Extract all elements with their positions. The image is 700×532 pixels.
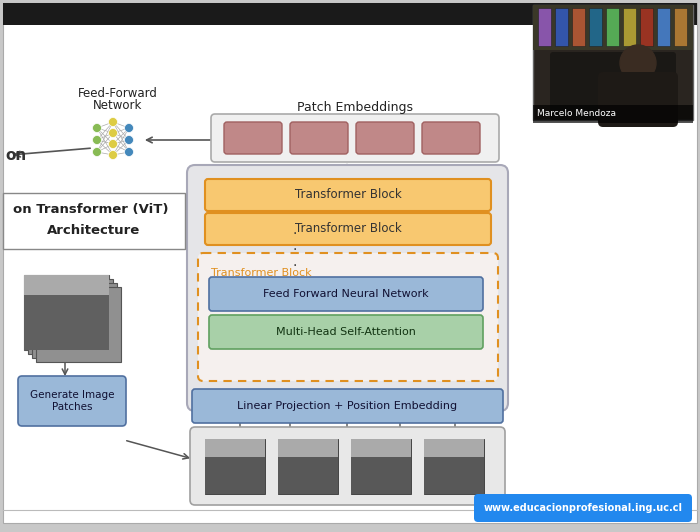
Text: Network: Network bbox=[93, 99, 143, 112]
FancyBboxPatch shape bbox=[211, 114, 499, 162]
Circle shape bbox=[108, 151, 118, 160]
FancyBboxPatch shape bbox=[424, 439, 484, 494]
FancyBboxPatch shape bbox=[424, 457, 484, 494]
Text: Feed-Forward: Feed-Forward bbox=[78, 87, 158, 100]
FancyBboxPatch shape bbox=[657, 8, 670, 46]
Circle shape bbox=[92, 147, 102, 156]
Circle shape bbox=[125, 123, 134, 132]
Text: Architecture: Architecture bbox=[48, 225, 141, 237]
FancyBboxPatch shape bbox=[224, 122, 282, 154]
FancyBboxPatch shape bbox=[28, 279, 113, 354]
FancyBboxPatch shape bbox=[3, 3, 697, 25]
FancyBboxPatch shape bbox=[192, 389, 503, 423]
Text: Multi-Head Self-Attention: Multi-Head Self-Attention bbox=[276, 327, 416, 337]
Text: ·
·
·: · · · bbox=[293, 227, 297, 273]
Text: on: on bbox=[5, 147, 27, 162]
FancyBboxPatch shape bbox=[198, 253, 498, 381]
Circle shape bbox=[92, 136, 102, 145]
FancyBboxPatch shape bbox=[205, 213, 491, 245]
Circle shape bbox=[125, 136, 134, 145]
FancyBboxPatch shape bbox=[278, 439, 338, 457]
FancyBboxPatch shape bbox=[205, 439, 265, 494]
FancyBboxPatch shape bbox=[623, 8, 636, 46]
FancyBboxPatch shape bbox=[205, 457, 265, 494]
FancyBboxPatch shape bbox=[422, 122, 480, 154]
FancyBboxPatch shape bbox=[598, 72, 678, 127]
FancyBboxPatch shape bbox=[351, 439, 411, 457]
FancyBboxPatch shape bbox=[209, 277, 483, 311]
FancyBboxPatch shape bbox=[205, 179, 491, 211]
FancyBboxPatch shape bbox=[533, 5, 693, 120]
FancyBboxPatch shape bbox=[3, 193, 185, 249]
Text: Patch Embeddings: Patch Embeddings bbox=[297, 101, 413, 114]
Text: Transformer Block: Transformer Block bbox=[295, 188, 401, 202]
FancyBboxPatch shape bbox=[187, 165, 508, 411]
Circle shape bbox=[92, 123, 102, 132]
Text: www.educacionprofesional.ing.uc.cl: www.educacionprofesional.ing.uc.cl bbox=[484, 503, 682, 513]
FancyBboxPatch shape bbox=[538, 8, 551, 46]
FancyBboxPatch shape bbox=[555, 8, 568, 46]
FancyBboxPatch shape bbox=[674, 8, 687, 46]
Text: Transformer Block: Transformer Block bbox=[211, 268, 312, 278]
FancyBboxPatch shape bbox=[24, 295, 109, 350]
Circle shape bbox=[108, 118, 118, 127]
FancyBboxPatch shape bbox=[278, 439, 338, 494]
FancyBboxPatch shape bbox=[572, 8, 585, 46]
Circle shape bbox=[108, 139, 118, 148]
FancyBboxPatch shape bbox=[205, 439, 265, 457]
FancyBboxPatch shape bbox=[278, 457, 338, 494]
FancyBboxPatch shape bbox=[32, 283, 117, 358]
Circle shape bbox=[125, 147, 134, 156]
Text: Generate Image
Patches: Generate Image Patches bbox=[29, 390, 114, 412]
Text: Marcelo Mendoza: Marcelo Mendoza bbox=[537, 110, 616, 119]
FancyBboxPatch shape bbox=[640, 8, 653, 46]
FancyBboxPatch shape bbox=[424, 439, 484, 457]
Circle shape bbox=[620, 45, 656, 81]
FancyBboxPatch shape bbox=[36, 287, 121, 362]
FancyBboxPatch shape bbox=[18, 376, 126, 426]
FancyBboxPatch shape bbox=[24, 275, 109, 350]
Text: Linear Projection + Position Embedding: Linear Projection + Position Embedding bbox=[237, 401, 458, 411]
FancyBboxPatch shape bbox=[290, 122, 348, 154]
Text: Transformer Block: Transformer Block bbox=[295, 222, 401, 236]
FancyBboxPatch shape bbox=[533, 105, 693, 123]
FancyBboxPatch shape bbox=[550, 52, 676, 120]
FancyBboxPatch shape bbox=[190, 427, 505, 505]
FancyBboxPatch shape bbox=[24, 275, 109, 295]
FancyBboxPatch shape bbox=[474, 494, 692, 522]
FancyBboxPatch shape bbox=[209, 315, 483, 349]
FancyBboxPatch shape bbox=[589, 8, 602, 46]
FancyBboxPatch shape bbox=[3, 3, 697, 523]
FancyBboxPatch shape bbox=[606, 8, 619, 46]
FancyBboxPatch shape bbox=[356, 122, 414, 154]
Text: on Transformer (ViT): on Transformer (ViT) bbox=[13, 203, 169, 215]
Text: Feed Forward Neural Network: Feed Forward Neural Network bbox=[263, 289, 429, 299]
FancyBboxPatch shape bbox=[351, 439, 411, 494]
FancyBboxPatch shape bbox=[351, 457, 411, 494]
Circle shape bbox=[108, 129, 118, 137]
FancyBboxPatch shape bbox=[533, 5, 693, 50]
